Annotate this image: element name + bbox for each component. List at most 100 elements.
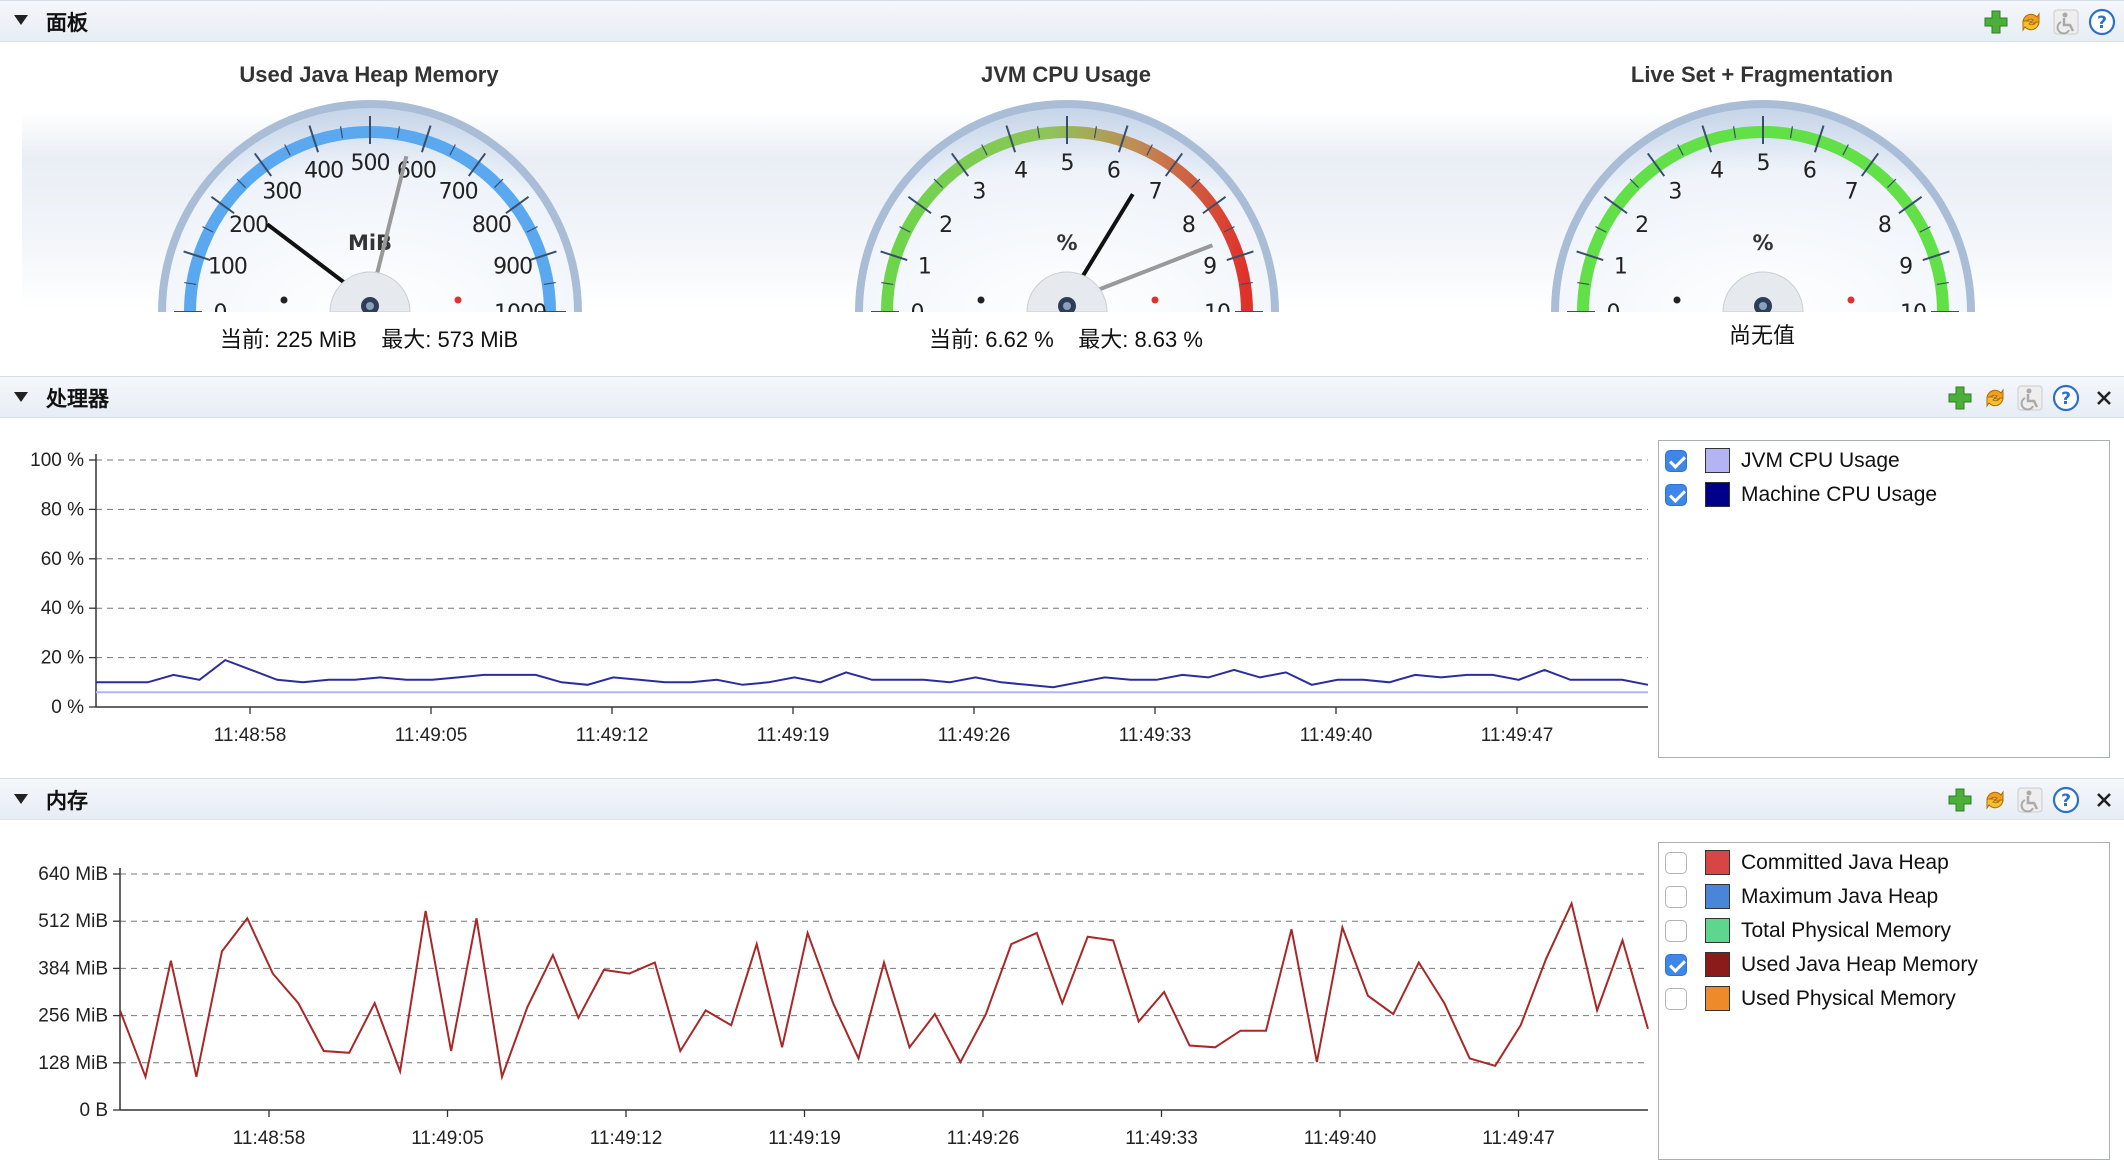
gauge-readout: 当前: 6.62 % 最大: 8.63 % <box>816 322 1316 354</box>
refresh-icon[interactable] <box>1981 384 2009 412</box>
collapse-triangle-icon[interactable] <box>14 794 28 804</box>
y-tick-label: 0 B <box>79 1100 108 1121</box>
legend-label: Used Physical Memory <box>1741 985 1956 1013</box>
legend-label: Maximum Java Heap <box>1741 883 1938 911</box>
gauge-tick-label: 500 <box>351 151 390 176</box>
legend-swatch <box>1705 448 1730 473</box>
y-tick-label: 640 MiB <box>38 864 108 885</box>
svg-text:?: ? <box>2061 791 2071 811</box>
legend-checkbox[interactable] <box>1665 920 1687 942</box>
gauge-tick-label: 400 <box>304 158 343 183</box>
legend-label: Committed Java Heap <box>1741 849 1949 877</box>
x-tick-label: 11:49:19 <box>768 1128 841 1149</box>
dashboard-title: 面板 <box>46 7 88 37</box>
x-tick-label: 11:49:12 <box>576 725 649 746</box>
gauge-tick-label: 0 <box>1607 301 1620 312</box>
help-icon[interactable]: ? <box>2052 786 2080 814</box>
gauge-marker <box>1848 297 1855 304</box>
gauge-tick-label: 6 <box>1107 158 1120 183</box>
legend-checkbox[interactable] <box>1665 954 1687 976</box>
legend-item[interactable]: Used Physical Memory <box>1665 985 2095 1015</box>
gauge-tick-label: 1 <box>918 255 931 280</box>
x-tick-label: 11:49:33 <box>1119 725 1192 746</box>
legend-swatch <box>1705 482 1730 507</box>
legend-checkbox[interactable] <box>1665 852 1687 874</box>
gauge-tick-label: 7 <box>1149 180 1162 205</box>
x-tick-label: 11:49:05 <box>395 725 468 746</box>
gauge-tick-label: 3 <box>1668 180 1681 205</box>
accessibility-icon[interactable] <box>2016 384 2044 412</box>
gauge-tick-label: 5 <box>1061 151 1074 176</box>
legend-item[interactable]: Total Physical Memory <box>1665 917 2095 947</box>
gauge-tick-label: 200 <box>229 213 268 238</box>
close-icon[interactable] <box>2090 384 2118 412</box>
y-tick-label: 100 % <box>30 450 84 471</box>
gauge-readout: 尚无值 <box>1512 318 2012 350</box>
y-tick-label: 384 MiB <box>38 958 108 979</box>
help-icon[interactable]: ? <box>2088 8 2116 36</box>
collapse-triangle-icon[interactable] <box>14 392 28 402</box>
gauge-marker <box>1152 297 1159 304</box>
legend-checkbox[interactable] <box>1665 886 1687 908</box>
gauge-tick-label: 100 <box>208 255 247 280</box>
memory-title: 内存 <box>46 785 88 815</box>
svg-text:?: ? <box>2061 389 2071 409</box>
processor-title: 处理器 <box>46 383 109 413</box>
y-tick-label: 128 MiB <box>38 1053 108 1074</box>
gauge-unit: % <box>1056 231 1077 255</box>
y-tick-label: 256 MiB <box>38 1006 108 1027</box>
gauge-tick-label: 4 <box>1710 158 1723 183</box>
gauge-tick-label: 7 <box>1845 180 1858 205</box>
gauge-hub-center <box>1759 302 1767 310</box>
svg-text:?: ? <box>2097 13 2107 33</box>
x-tick-label: 11:49:40 <box>1300 725 1373 746</box>
y-tick-label: 60 % <box>41 549 84 570</box>
add-icon[interactable] <box>1946 786 1974 814</box>
memory-legend: Committed Java Heap Maximum Java Heap Tota… <box>1658 842 2110 1160</box>
refresh-icon[interactable] <box>1981 786 2009 814</box>
refresh-icon[interactable] <box>2017 8 2045 36</box>
gauge-title: Live Set + Fragmentation <box>1512 62 2012 88</box>
legend-item[interactable]: Committed Java Heap <box>1665 849 2095 879</box>
gauge-title: JVM CPU Usage <box>816 62 1316 88</box>
gauge-marker <box>281 297 288 304</box>
legend-checkbox[interactable] <box>1665 484 1687 506</box>
legend-item[interactable]: JVM CPU Usage <box>1665 447 2095 477</box>
gauge-tick-label: 1 <box>1614 255 1627 280</box>
legend-label: Total Physical Memory <box>1741 917 1951 945</box>
y-tick-label: 40 % <box>41 598 84 619</box>
gauge-hub-center <box>1063 302 1071 310</box>
add-icon[interactable] <box>1982 8 2010 36</box>
gauge-tick-label: 6 <box>1803 158 1816 183</box>
gauge-tick-label: 900 <box>493 255 532 280</box>
gauge-tick-label: 300 <box>262 180 301 205</box>
gauge-tick-label: 2 <box>1635 213 1648 238</box>
legend-checkbox[interactable] <box>1665 988 1687 1010</box>
legend-checkbox[interactable] <box>1665 450 1687 472</box>
legend-item[interactable]: Maximum Java Heap <box>1665 883 2095 913</box>
x-tick-label: 11:48:58 <box>233 1128 306 1149</box>
processor-chart: 100 % 80 % 60 % 40 % 20 % 0 % 11:48:58 11:49:05… <box>0 430 1660 760</box>
collapse-triangle-icon[interactable] <box>14 15 28 25</box>
y-tick-label: 20 % <box>41 648 84 669</box>
accessibility-icon[interactable] <box>2052 8 2080 36</box>
x-tick-label: 11:49:40 <box>1304 1128 1377 1149</box>
close-icon[interactable] <box>2090 786 2118 814</box>
accessibility-icon[interactable] <box>2016 786 2044 814</box>
legend-swatch <box>1705 952 1730 977</box>
gauge-dial: 0 123 4 5 6 789 10% <box>847 96 1287 312</box>
add-icon[interactable] <box>1946 384 1974 412</box>
help-icon[interactable]: ? <box>2052 384 2080 412</box>
x-tick-label: 11:49:26 <box>938 725 1011 746</box>
series-line <box>120 904 1648 1077</box>
legend-item[interactable]: Used Java Heap Memory <box>1665 951 2095 981</box>
dashboard-header: 面板 ? <box>0 0 2124 42</box>
gauge-tick-label: 0 <box>214 301 227 312</box>
gauge-tick-label: 4 <box>1014 158 1027 183</box>
gauge-tick-label: 5 <box>1757 151 1770 176</box>
gauge-dial: 0 123 4 5 6 789 10% <box>1543 96 1983 312</box>
y-tick-label: 0 % <box>51 697 84 718</box>
gauge-readout: 当前: 225 MiB 最大: 573 MiB <box>119 322 619 354</box>
legend-swatch <box>1705 918 1730 943</box>
legend-item[interactable]: Machine CPU Usage <box>1665 481 2095 511</box>
